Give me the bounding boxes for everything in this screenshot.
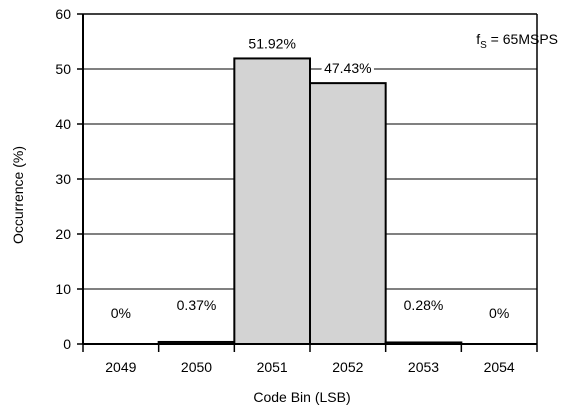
x-tick-label-2053: 2053 xyxy=(408,359,439,375)
y-axis-label: Occurrence (%) xyxy=(10,146,26,244)
data-label-2054: 0% xyxy=(489,305,509,321)
x-tick-labels: 2049 2050 2051 2052 2053 2054 xyxy=(105,359,515,375)
data-label-2049: 0% xyxy=(111,305,131,321)
data-labels: 0% 0.37% 51.92% 47.43% 0.28% 0% xyxy=(111,32,510,321)
x-tick-label-2050: 2050 xyxy=(181,359,212,375)
annotation-prefix: f xyxy=(476,31,480,47)
y-tick-label-20: 20 xyxy=(55,226,71,242)
y-tick-label-10: 10 xyxy=(55,281,71,297)
bar-2051 xyxy=(233,57,311,345)
x-axis-label: Code Bin (LSB) xyxy=(253,389,350,405)
sampling-rate-annotation: fS = 65MSPS xyxy=(476,31,558,51)
y-tick-label-40: 40 xyxy=(55,116,71,132)
annotation-suffix: = 65MSPS xyxy=(487,31,558,47)
x-tick-label-2051: 2051 xyxy=(257,359,288,375)
y-tick-labels: 0 10 20 30 40 50 60 xyxy=(55,6,71,352)
bars xyxy=(157,57,463,345)
data-label-2053: 0.28% xyxy=(404,297,444,313)
data-label-2051: 51.92% xyxy=(248,35,295,51)
data-label-2052: 47.43% xyxy=(324,60,371,76)
axes xyxy=(77,13,538,352)
bar-2052 xyxy=(309,82,387,345)
y-tick-label-0: 0 xyxy=(63,336,71,352)
data-label-2050: 0.37% xyxy=(177,297,217,313)
annotation-subscript: S xyxy=(480,40,487,51)
y-tick-label-50: 50 xyxy=(55,61,71,77)
y-tick-label-30: 30 xyxy=(55,171,71,187)
y-tick-label-60: 60 xyxy=(55,6,71,22)
x-tick-label-2052: 2052 xyxy=(332,359,363,375)
x-tick-label-2054: 2054 xyxy=(484,359,515,375)
x-tick-label-2049: 2049 xyxy=(105,359,136,375)
